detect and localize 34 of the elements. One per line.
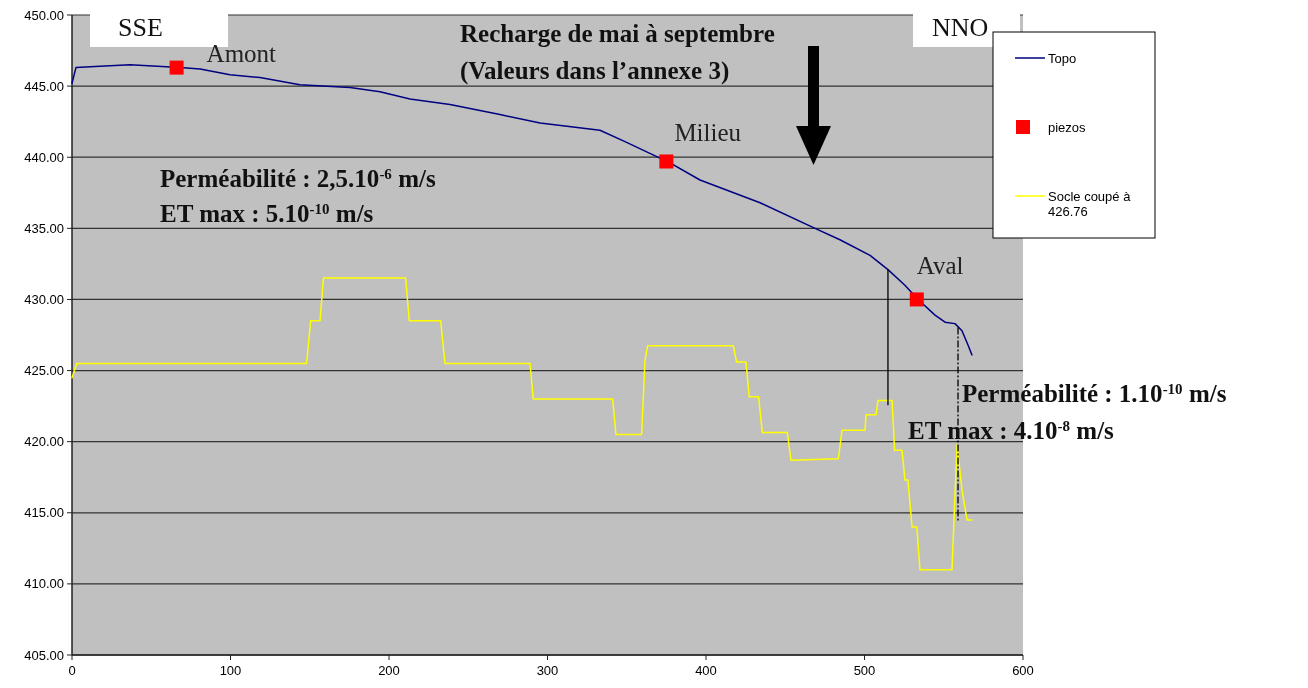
- x-tick-label: 500: [853, 663, 876, 678]
- annotation: SSE: [118, 13, 163, 42]
- annotation: ET max : 5.10$^{-10}$ m/s: [160, 200, 374, 227]
- legend-label: Socle coupé à 426.76: [1048, 188, 1132, 220]
- y-tick-label: 445.00: [24, 78, 64, 94]
- annotation: Milieu: [674, 119, 742, 147]
- annotation: Recharge de mai à septembre: [460, 20, 775, 47]
- point: [169, 60, 184, 75]
- y-tick-label: 425.00: [24, 363, 64, 379]
- y-tick-label: 435.00: [24, 220, 64, 236]
- y-tick-label: 410.00: [24, 576, 64, 592]
- y-tick-label: 420.00: [24, 434, 64, 450]
- y-tick-label: 450.00: [24, 7, 64, 23]
- y-tick-label: 440.00: [24, 149, 64, 165]
- annotation: Perméabilité : 1.10$^{-10}$ m/s: [962, 380, 1227, 407]
- x-tick-label: 300: [536, 663, 559, 678]
- annotation: (Valeurs dans l’annexe 3): [460, 57, 730, 85]
- y-tick-label: 430.00: [24, 291, 64, 307]
- x-tick-label: 0: [68, 663, 76, 678]
- point: [659, 154, 674, 169]
- point: [909, 292, 924, 307]
- x-tick-label: 200: [378, 663, 400, 678]
- y-tick-label: 405.00: [24, 647, 64, 663]
- y-tick-label: 415.00: [24, 505, 64, 521]
- annotation: ET max : 4.10$^{-8}$ m/s: [908, 417, 1115, 444]
- legend-label: piezos: [1048, 119, 1087, 135]
- x-tick-label: 400: [695, 663, 717, 678]
- annotation: Aval: [916, 252, 964, 280]
- x-tick-label: 600: [1012, 663, 1034, 678]
- annotation: Perméabilité : 2,5.10$^{-6}$ m/s: [160, 165, 436, 192]
- x-tick-label: 100: [219, 663, 242, 678]
- annotation: Amont: [206, 39, 277, 67]
- legend-label: Topo: [1048, 50, 1077, 66]
- annotation: NNO: [932, 13, 989, 42]
